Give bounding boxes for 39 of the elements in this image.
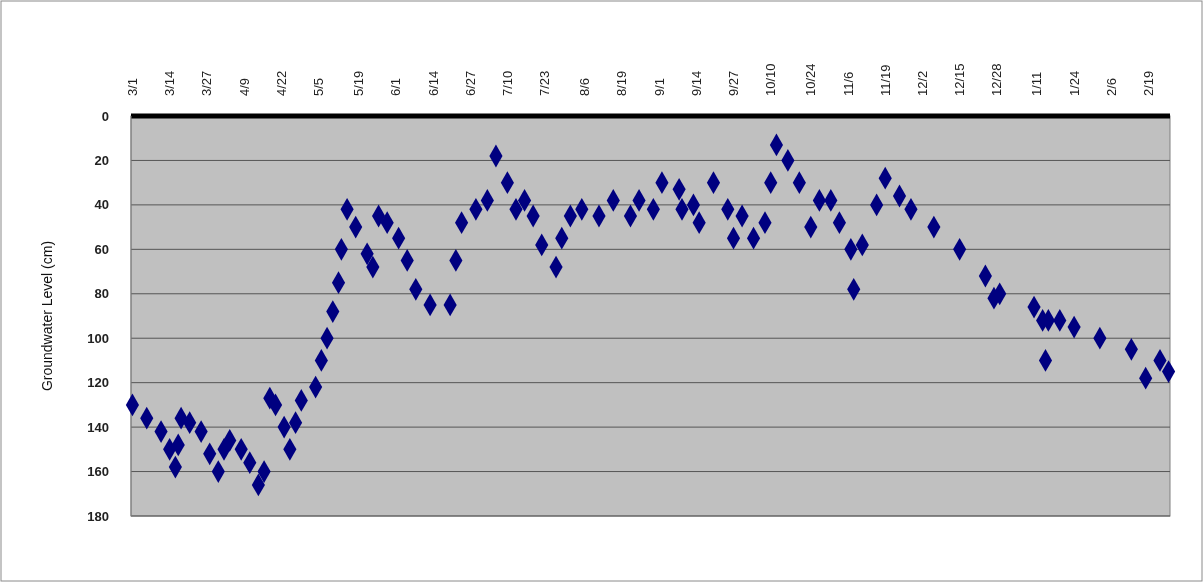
x-tick-label: 4/22	[273, 70, 289, 96]
x-tick-label: 9/1	[651, 77, 667, 96]
x-tick-label: 8/19	[614, 70, 630, 96]
y-tick-label: 180	[87, 508, 109, 524]
y-tick-label: 0	[101, 108, 109, 124]
y-tick-label: 120	[87, 375, 109, 391]
x-tick-label: 5/5	[311, 77, 327, 96]
x-tick-label: 7/23	[537, 70, 553, 96]
y-tick-label: 80	[94, 286, 109, 302]
x-tick-label: 6/1	[388, 77, 404, 96]
y-tick-label: 60	[94, 241, 109, 257]
y-tick-label: 160	[87, 464, 109, 480]
x-tick-label: 6/27	[462, 70, 478, 96]
x-tick-label: 5/19	[351, 70, 367, 96]
x-tick-label: 1/24	[1066, 70, 1082, 96]
x-tick-label: 11/6	[840, 71, 856, 96]
y-tick-label: 40	[94, 197, 109, 213]
x-tick-label: 9/27	[726, 70, 742, 96]
x-tick-label: 6/14	[425, 70, 441, 96]
y-tick-label: 20	[94, 152, 109, 168]
x-tick-label: 3/1	[124, 77, 140, 96]
x-tick-label: 12/15	[952, 63, 968, 96]
x-tick-label: 4/9	[236, 77, 252, 96]
x-tick-label: 7/10	[499, 70, 515, 96]
x-tick-label: 2/6	[1103, 77, 1119, 96]
x-tick-label: 2/19	[1141, 70, 1157, 96]
x-tick-label: 1/11	[1029, 71, 1045, 96]
y-axis-title: Groundwater Level (cm)	[39, 240, 55, 392]
x-tick-label: 10/24	[803, 63, 819, 96]
x-tick-label: 3/27	[199, 70, 215, 96]
x-tick-label: 12/2	[914, 70, 930, 96]
y-tick-label: 100	[87, 330, 109, 346]
x-tick-label: 11/19	[877, 64, 893, 96]
x-tick-label: 8/6	[577, 77, 593, 96]
x-tick-label: 9/14	[688, 70, 704, 96]
x-tick-label: 12/28	[989, 63, 1005, 96]
y-tick-label: 140	[87, 419, 109, 435]
x-tick-label: 10/10	[763, 63, 779, 96]
x-tick-label: 3/14	[162, 70, 178, 96]
